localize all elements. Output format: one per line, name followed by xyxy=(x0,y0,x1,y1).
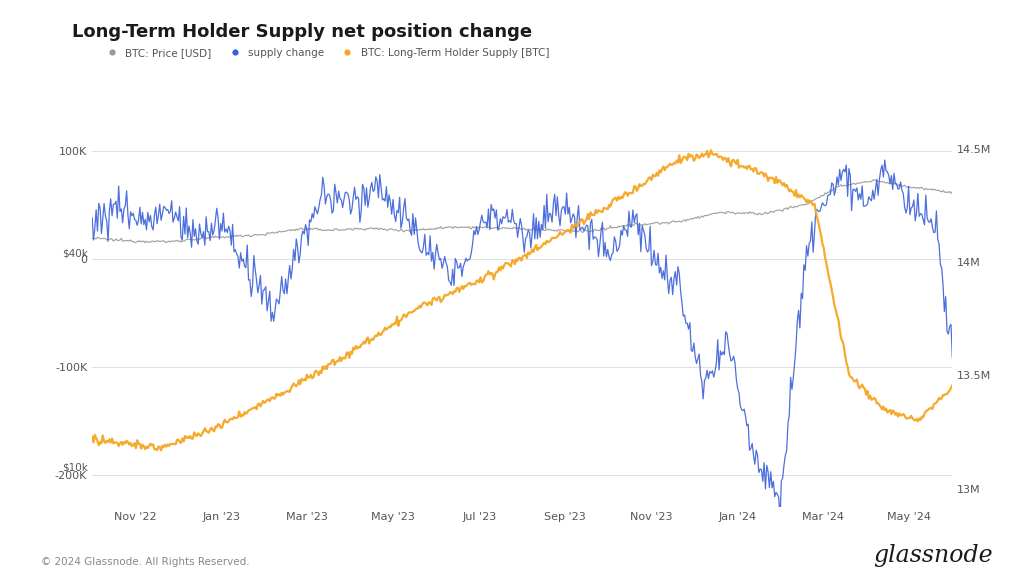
Text: © 2024 Glassnode. All Rights Reserved.: © 2024 Glassnode. All Rights Reserved. xyxy=(41,558,250,567)
Text: glassnode: glassnode xyxy=(873,544,993,567)
Text: $40k: $40k xyxy=(62,249,88,259)
Text: Long-Term Holder Supply net position change: Long-Term Holder Supply net position cha… xyxy=(72,23,531,41)
Text: $10k: $10k xyxy=(62,462,88,472)
Legend: BTC: Price [USD], supply change, BTC: Long-Term Holder Supply [BTC]: BTC: Price [USD], supply change, BTC: Lo… xyxy=(97,43,553,62)
